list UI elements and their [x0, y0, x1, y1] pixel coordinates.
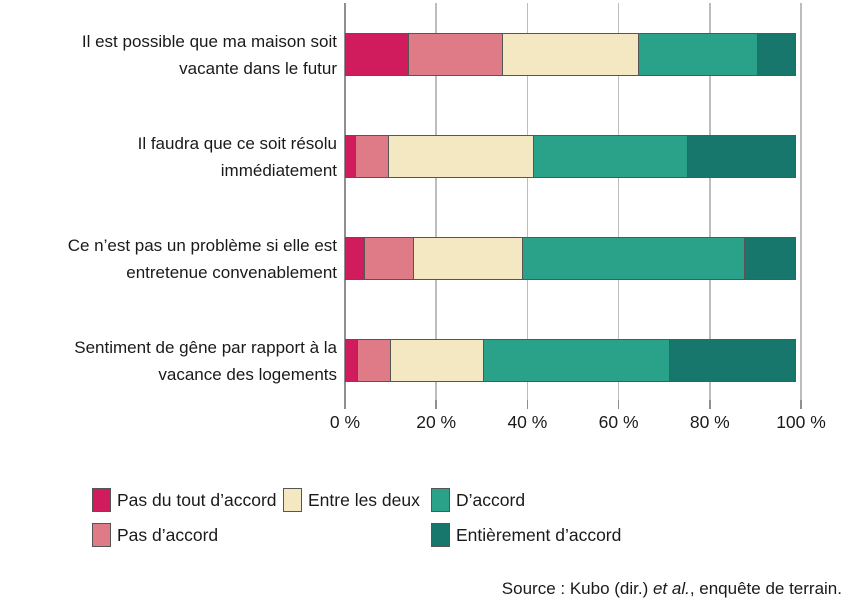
legend-column: D’accord Entièrement d’accord	[431, 488, 621, 547]
bar-segment-d-accord	[521, 237, 745, 280]
legend-item: Entre les deux	[283, 488, 420, 512]
x-tick	[800, 400, 802, 409]
x-tick	[526, 400, 529, 409]
x-axis: 0 % 20 % 40 % 60 % 80 % 100 %	[330, 400, 826, 445]
legend-item: Pas d’accord	[92, 523, 277, 547]
legend-column: Pas du tout d’accord Pas d’accord	[92, 488, 277, 547]
stacked-bar	[345, 237, 801, 280]
x-tick	[617, 400, 620, 409]
category-label: Ce n’est pas un problème si elle est entr…	[0, 232, 337, 286]
x-tick-label: 100 %	[776, 412, 826, 432]
stacked-bar	[345, 33, 801, 76]
legend-label: Entre les deux	[308, 489, 420, 510]
bar-segment-pas-d-accord	[364, 237, 415, 280]
legend-item: D’accord	[431, 488, 621, 512]
bar-segment-d-accord	[637, 33, 759, 76]
stacked-bar	[345, 339, 801, 382]
plot-area	[344, 3, 802, 400]
bar-segment-pas-du-tout-d-accord	[345, 33, 409, 76]
x-tick	[344, 400, 346, 409]
category-label-line: Il est possible que ma maison soit	[81, 31, 337, 51]
bar-segment-enti-rement-d-accord	[686, 135, 797, 178]
x-tick-label: 20 %	[416, 412, 457, 432]
bar-segment-pas-du-tout-d-accord	[345, 237, 366, 280]
source-suffix: , enquête de terrain.	[689, 579, 842, 598]
bar-segment-pas-d-accord	[357, 339, 392, 382]
gridline	[709, 3, 711, 400]
legend-label: Pas du tout d’accord	[117, 489, 277, 510]
source-note: Source : Kubo (dir.) et al., enquête de …	[502, 579, 842, 599]
x-tick-label: 60 %	[598, 412, 639, 432]
category-label-line: immédiatement	[220, 160, 337, 180]
category-label-line: Il faudra que ce soit résolu	[137, 133, 337, 153]
gridline	[800, 3, 802, 400]
category-label: Il faudra que ce soit résolu immédiatemen…	[0, 130, 337, 184]
legend-swatch	[92, 488, 111, 512]
category-label-line: entretenue convenablement	[126, 262, 337, 282]
bar-segment-entre-les-deux	[390, 339, 484, 382]
bar-segment-entre-les-deux	[502, 33, 639, 76]
category-label-line: Sentiment de gêne par rapport à la	[74, 337, 337, 357]
bar-segment-d-accord	[482, 339, 670, 382]
category-label: Sentiment de gêne par rapport à la vacanc…	[0, 334, 337, 388]
legend-item: Pas du tout d’accord	[92, 488, 277, 512]
bar-segment-pas-d-accord	[355, 135, 390, 178]
legend-label: Pas d’accord	[117, 524, 219, 545]
bar-segment-entre-les-deux	[413, 237, 523, 280]
legend-swatch	[431, 523, 450, 547]
x-tick-label: 80 %	[689, 412, 730, 432]
category-label-line: Ce n’est pas un problème si elle est	[67, 235, 337, 255]
legend-column: Entre les deux	[283, 488, 420, 512]
bar-segment-d-accord	[532, 135, 688, 178]
bar-segment-enti-rement-d-accord	[757, 33, 797, 76]
legend-swatch	[92, 523, 111, 547]
legend-label: D’accord	[456, 489, 526, 510]
gridline	[526, 3, 529, 400]
x-tick-label: 0 %	[329, 412, 361, 432]
category-label-line: vacance des logements	[158, 364, 337, 384]
bar-segment-enti-rement-d-accord	[743, 237, 797, 280]
x-tick-label: 40 %	[507, 412, 548, 432]
category-label: Il est possible que ma maison soit vacant…	[0, 28, 337, 82]
category-label-line: vacante dans le futur	[179, 58, 337, 78]
source-prefix: Source : Kubo (dir.)	[501, 579, 653, 598]
x-tick	[435, 400, 437, 409]
legend: Pas du tout d’accord Pas d’accord Entre le…	[0, 488, 850, 573]
legend-swatch	[431, 488, 450, 512]
x-tick	[709, 400, 711, 409]
bar-segment-entre-les-deux	[388, 135, 535, 178]
legend-label: Entièrement d’accord	[456, 524, 622, 545]
bar-segment-enti-rement-d-accord	[668, 339, 797, 382]
gridline	[435, 3, 437, 400]
legend-swatch	[283, 488, 302, 512]
source-etal: et al.	[652, 579, 690, 598]
legend-item: Entièrement d’accord	[431, 523, 621, 547]
bar-segment-pas-d-accord	[407, 33, 504, 76]
stacked-bar	[345, 135, 801, 178]
category-labels: Il est possible que ma maison soit vacant…	[0, 0, 337, 400]
y-axis-line	[344, 3, 346, 400]
gridline	[617, 3, 620, 400]
